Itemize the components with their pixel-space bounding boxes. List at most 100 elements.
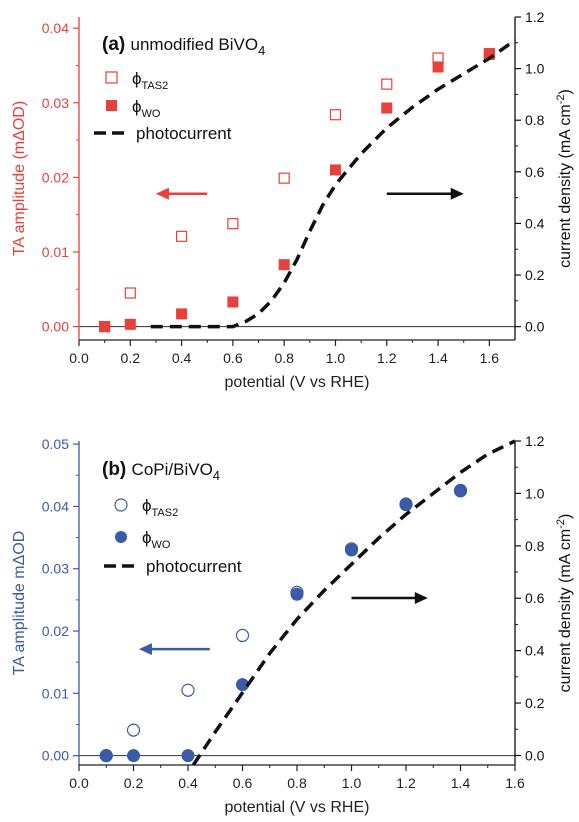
phi-wo-point	[181, 749, 195, 763]
right-y-tick-label: 0.0	[525, 747, 545, 763]
right-y-axis-title-main: current density (mA cm	[557, 104, 574, 268]
right-y-axis-title-main: current density (mA cm	[557, 529, 574, 693]
legend-label-main: photocurrent	[146, 557, 242, 576]
right-y-tick-label: 0.8	[525, 538, 545, 554]
x-tick-label: 1.4	[428, 350, 448, 366]
chart-panel-b: 0.0 0.2 0.4 0.6 0.8 1.0 1.2 1.4 1.6 0.00 0.01 0.02 0…	[11, 433, 574, 816]
x-tick-label: 0.2	[121, 350, 141, 366]
legend-label: ϕTAS2	[142, 496, 178, 519]
phi-tas2-point	[124, 287, 136, 299]
phi-tas2-point	[181, 683, 195, 697]
panel-title-sub: 4	[213, 468, 220, 483]
panel-label: (b)	[102, 459, 132, 480]
right-y-axis-title-close: )	[557, 514, 574, 519]
right-y-tick-label: 0.0	[525, 319, 545, 335]
panel-label: (a)	[102, 34, 131, 55]
panel-title-main: CoPi/BiVO	[132, 460, 213, 479]
chart-panel-a: 0.0 0.2 0.4 0.6 0.8 1.0 1.2 1.4 1.6 0.00 0.01 0.02 0…	[11, 9, 574, 391]
phi-tas2-point	[278, 172, 290, 184]
right-y-tick-label: 0.6	[525, 590, 545, 606]
x-tick-label: 0.6	[223, 350, 243, 366]
x-tick-label: 0.4	[172, 350, 192, 366]
x-tick-label: 0.8	[287, 775, 307, 791]
left-y-tick-label: 0.00	[42, 748, 69, 764]
x-tick-label: 1.2	[377, 350, 397, 366]
x-tick-label: 0.8	[274, 350, 294, 366]
right-y-tick-label: 1.2	[525, 433, 545, 449]
legend-label-main: ϕ	[142, 496, 152, 515]
phi-wo-point	[99, 749, 113, 763]
left-y-tick-label: 0.05	[42, 436, 69, 452]
direction-arrow-head	[155, 187, 169, 200]
left-y-axis-title: TA amplitude mΔOD	[11, 531, 28, 676]
direction-arrow-head	[138, 643, 152, 656]
direction-arrow-head	[414, 592, 428, 605]
left-y-axis-title: TA amplitude (mΔOD)	[11, 101, 28, 256]
x-tick-label: 1.6	[505, 775, 525, 791]
phi-tas2-point	[126, 723, 141, 737]
right-y-axis-title-sup: -2	[555, 94, 567, 104]
phi-wo-point	[99, 321, 111, 333]
phi-wo-point	[399, 497, 413, 511]
phi-tas2-point	[175, 230, 188, 242]
right-y-tick-label: 0.4	[525, 643, 545, 659]
phi-wo-point	[432, 61, 444, 73]
panel-title: (b) CoPi/BiVO4	[102, 459, 220, 483]
photocurrent-line	[191, 439, 516, 766]
legend-label: photocurrent	[136, 124, 232, 143]
right-y-tick-label: 0.2	[525, 267, 545, 283]
panel-title: (a) unmodified BiVO4	[102, 34, 265, 58]
legend-marker-wo	[106, 100, 117, 111]
x-tick-label: 1.2	[396, 775, 416, 791]
legend-label: ϕWO	[142, 528, 171, 551]
left-y-tick-label: 0.02	[42, 169, 69, 185]
legend-label-main: ϕ	[132, 97, 142, 116]
right-y-axis-title: current density (mA cm-2)	[555, 89, 574, 268]
x-tick-label: 1.0	[326, 350, 346, 366]
x-axis-title: potential (V vs RHE)	[225, 799, 370, 816]
x-tick-label: 0.0	[69, 350, 89, 366]
right-y-tick-label: 1.0	[525, 485, 545, 501]
x-tick-label: 0.2	[124, 775, 144, 791]
x-tick-label: 0.0	[69, 775, 89, 791]
x-tick-label: 1.0	[342, 775, 362, 791]
legend-marker-tas2	[105, 71, 118, 84]
legend-label-sub: TAS2	[142, 80, 169, 92]
x-tick-label: 0.4	[178, 775, 198, 791]
legend-label-sub: WO	[152, 539, 171, 551]
right-y-tick-label: 1.0	[525, 61, 545, 77]
left-y-tick-label: 0.04	[42, 20, 69, 36]
right-y-axis-title-close: )	[557, 89, 574, 94]
legend-marker-wo	[115, 531, 127, 543]
legend-label: ϕTAS2	[132, 69, 168, 92]
phi-wo-point	[127, 749, 140, 763]
phi-tas2-point	[227, 218, 239, 230]
x-tick-label: 0.6	[233, 775, 253, 791]
phi-wo-point	[381, 102, 393, 114]
phi-tas2-point	[235, 628, 250, 643]
phi-wo-point	[124, 318, 136, 330]
phi-wo-point	[329, 164, 341, 176]
left-y-tick-label: 0.02	[42, 623, 69, 639]
direction-arrow-head	[450, 187, 464, 200]
right-y-tick-label: 0.8	[525, 112, 545, 128]
phi-wo-point	[345, 543, 358, 557]
phi-wo-point	[290, 587, 304, 601]
legend-label: ϕWO	[132, 97, 161, 120]
x-tick-label: 1.6	[480, 350, 500, 366]
left-y-tick-label: 0.01	[42, 244, 69, 260]
legend-label: photocurrent	[146, 557, 242, 576]
phi-tas2-point	[381, 78, 393, 90]
legend-label-sub: TAS2	[152, 507, 179, 519]
left-y-tick-label: 0.00	[42, 319, 69, 335]
left-y-tick-label: 0.03	[42, 561, 69, 577]
phi-wo-point	[454, 483, 467, 497]
right-y-tick-label: 0.2	[525, 695, 545, 711]
right-y-axis-title-sup: -2	[555, 519, 567, 529]
left-y-tick-label: 0.04	[42, 498, 69, 514]
phi-wo-point	[227, 296, 239, 308]
phi-tas2-point	[329, 109, 342, 121]
right-y-tick-label: 1.2	[525, 9, 545, 25]
phi-wo-point	[278, 259, 290, 271]
